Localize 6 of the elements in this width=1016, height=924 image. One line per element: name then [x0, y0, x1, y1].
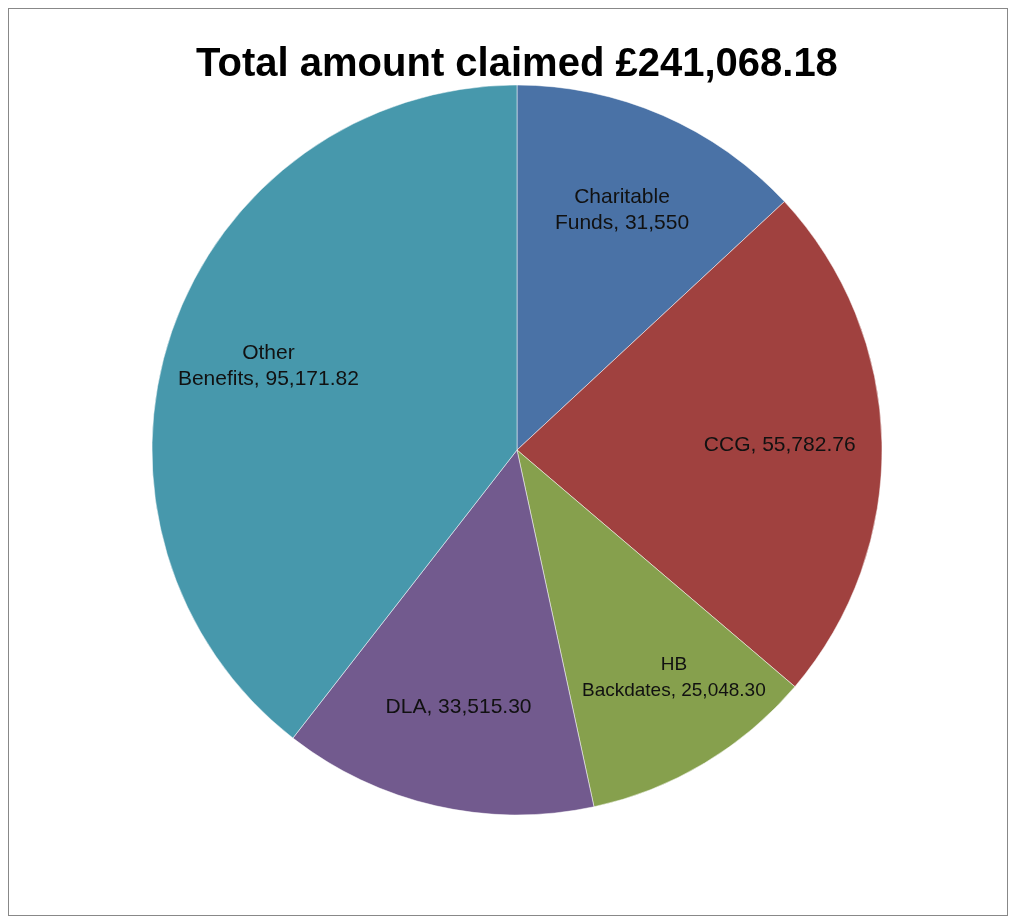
- slice-label: DLA, 33,515.30: [385, 694, 532, 718]
- slice-label: CCG, 55,782.76: [703, 432, 856, 456]
- slice-label: Other Benefits, 95,171.82: [177, 339, 359, 389]
- chart-title: Total amount claimed £241,068.18: [196, 40, 838, 84]
- slice-label: Charitable Funds, 31,550: [554, 184, 690, 234]
- slice-label: HB Backdates, 25,048.30: [581, 652, 766, 700]
